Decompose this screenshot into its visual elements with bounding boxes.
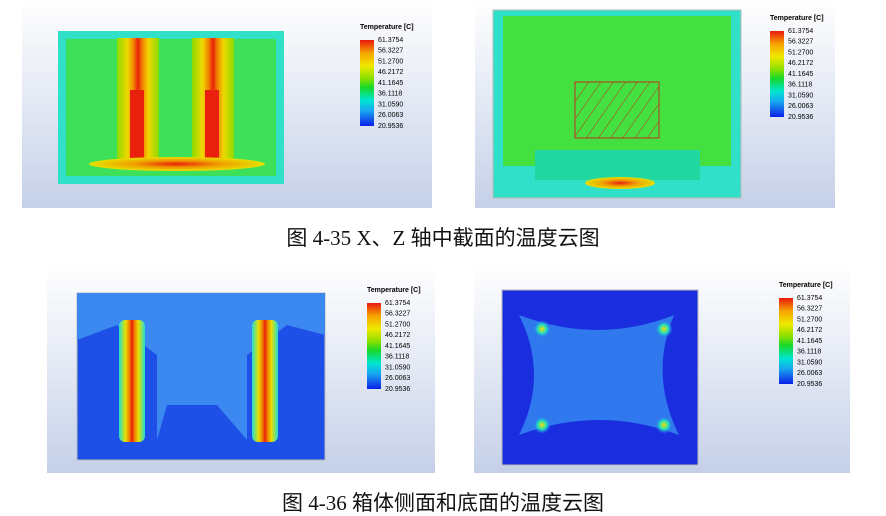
legend-label: 46.2172 — [385, 332, 410, 339]
legend-label: 51.2700 — [788, 49, 813, 56]
legend-label: 46.2172 — [788, 60, 813, 67]
legend-label: 56.3227 — [797, 306, 822, 313]
legend-label: 31.0590 — [788, 92, 813, 99]
contour-image: Temperature [C] 61.3754 56.3227 51.2700 46.2… — [47, 265, 435, 473]
legend-label: 20.9536 — [378, 123, 403, 130]
legend-label: 61.3754 — [385, 300, 410, 307]
legend-label: 36.1118 — [378, 91, 402, 98]
legend-label: 36.1118 — [797, 349, 821, 356]
legend-label: 36.1118 — [385, 354, 409, 361]
legend-label: 20.9536 — [385, 386, 410, 393]
legend-label: 61.3754 — [797, 295, 822, 302]
legend-label: 20.9536 — [797, 381, 822, 388]
legend-label: 46.2172 — [378, 69, 403, 76]
legend-label: 51.2700 — [378, 58, 403, 65]
legend-label: 56.3227 — [788, 39, 813, 46]
color-bar — [367, 303, 381, 389]
legend-label: 31.0590 — [797, 359, 822, 366]
legend-label: 61.3754 — [788, 28, 813, 35]
legend-label: 26.0063 — [788, 103, 813, 110]
color-bar — [779, 298, 793, 384]
legend-label: 41.1645 — [797, 338, 822, 345]
color-bar — [770, 31, 784, 117]
legend-label: 51.2700 — [797, 316, 822, 323]
contour-image: Temperature [C] 61.3754 56.3227 51.2700 46.2… — [475, 0, 835, 208]
caption: 图 4-36 箱体侧面和底面的温度云图 — [282, 491, 604, 515]
legend-label: 46.2172 — [797, 327, 822, 334]
contour-image: Temperature [C] 61.3754 56.3227 51.2700 46.2… — [474, 265, 850, 473]
legend-title: Temperature [C] — [770, 15, 824, 22]
legend-title: Temperature [C] — [779, 282, 833, 289]
legend-label: 56.3227 — [378, 48, 403, 55]
legend-label: 31.0590 — [378, 101, 403, 108]
legend-label: 26.0063 — [385, 375, 410, 382]
legend-label: 26.0063 — [378, 112, 403, 119]
legend-label: 41.1645 — [788, 71, 813, 78]
legend-title: Temperature [C] — [367, 287, 421, 294]
legend-label: 51.2700 — [385, 321, 410, 328]
legend-label: 61.3754 — [378, 37, 403, 44]
legend-label: 31.0590 — [385, 364, 410, 371]
legend-label: 56.3227 — [385, 311, 410, 318]
caption: 图 4-35 X、Z 轴中截面的温度云图 — [286, 226, 600, 250]
legend-label: 41.1645 — [385, 343, 410, 350]
legend-label: 36.1118 — [788, 82, 812, 89]
legend-label: 20.9536 — [788, 114, 813, 121]
color-bar — [360, 40, 374, 126]
legend-label: 26.0063 — [797, 370, 822, 377]
legend-label: 41.1645 — [378, 80, 403, 87]
legend-title: Temperature [C] — [360, 24, 414, 31]
contour-image: Temperature [C] 61.3754 56.3227 51.2700 46.2… — [22, 0, 432, 208]
